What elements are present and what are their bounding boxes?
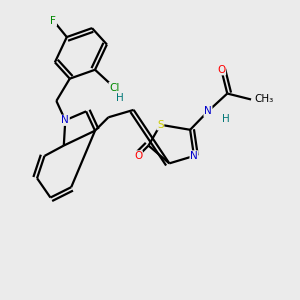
Text: S: S	[157, 120, 164, 130]
Text: O: O	[134, 151, 142, 161]
Text: N: N	[190, 151, 198, 161]
Text: N: N	[204, 106, 212, 116]
Text: CH₃: CH₃	[254, 94, 273, 104]
Text: F: F	[50, 16, 56, 26]
Text: Cl: Cl	[109, 82, 119, 93]
Text: H: H	[116, 93, 124, 103]
Text: O: O	[217, 65, 226, 75]
Text: N: N	[61, 115, 69, 125]
Text: H: H	[222, 114, 230, 124]
